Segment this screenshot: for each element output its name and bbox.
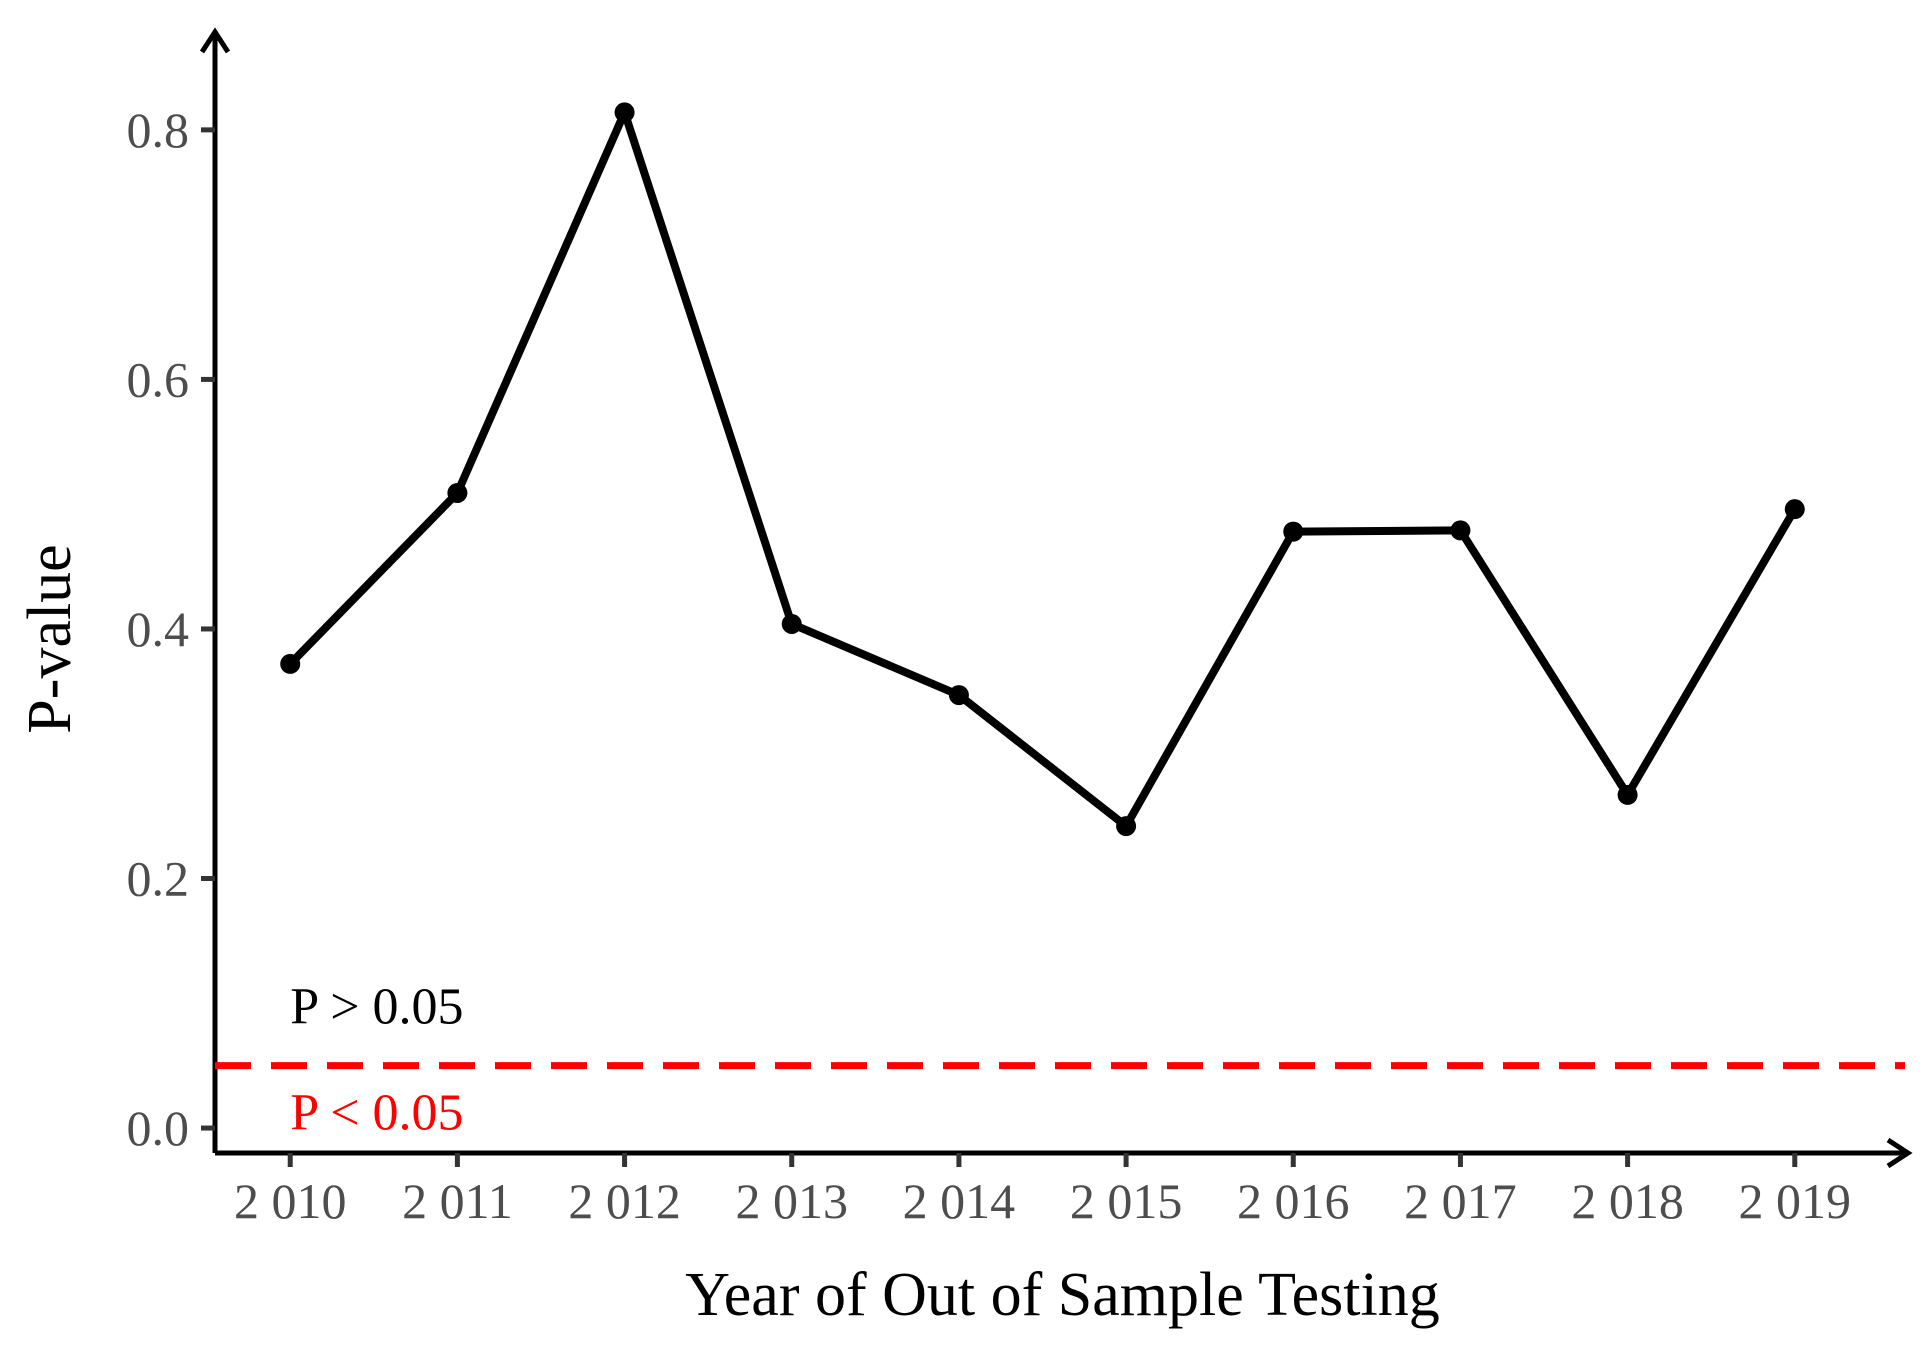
x-tick-label: 2 015 bbox=[1070, 1173, 1183, 1229]
y-tick-label: 0.4 bbox=[127, 601, 190, 657]
y-axis-title: P-value bbox=[16, 544, 84, 733]
data-point bbox=[948, 685, 969, 706]
data-point bbox=[1283, 521, 1304, 542]
y-tick-label: 0.6 bbox=[127, 351, 190, 407]
x-tick-label: 2 011 bbox=[402, 1173, 513, 1229]
x-tick-label: 2 010 bbox=[234, 1173, 347, 1229]
data-point bbox=[1784, 499, 1805, 520]
axes: 0.0 0.2 0.4 0.6 0.8 2 010 2 011 2 012 2 013 2 014… bbox=[127, 27, 1913, 1229]
x-tick-label: 2 014 bbox=[903, 1173, 1016, 1229]
x-tick-label: 2 017 bbox=[1404, 1173, 1517, 1229]
data-point bbox=[1450, 520, 1471, 541]
x-tick-label: 2 013 bbox=[735, 1173, 848, 1229]
data-point bbox=[614, 102, 635, 123]
y-tick-label: 0.8 bbox=[127, 102, 190, 158]
x-tick-label: 2 018 bbox=[1571, 1173, 1684, 1229]
annotation-label: P > 0.05 bbox=[290, 979, 463, 1036]
annotations: P > 0.05 P < 0.05 bbox=[290, 979, 463, 1142]
x-axis-arrow bbox=[1886, 1137, 1913, 1169]
data-point bbox=[781, 613, 802, 634]
y-axis-arrow bbox=[199, 27, 231, 54]
series-group bbox=[280, 102, 1805, 837]
series-line bbox=[287, 108, 1799, 831]
data-point bbox=[447, 482, 468, 503]
data-point bbox=[1617, 784, 1638, 805]
x-tick-label: 2 012 bbox=[568, 1173, 681, 1229]
annotation-label: P < 0.05 bbox=[290, 1085, 463, 1142]
x-tick-label: 2 016 bbox=[1237, 1173, 1350, 1229]
x-tick-label: 2 019 bbox=[1739, 1173, 1852, 1229]
x-axis-title: Year of Out of Sample Testing bbox=[685, 1261, 1440, 1329]
data-point bbox=[1116, 816, 1137, 837]
data-point bbox=[280, 653, 301, 674]
y-tick-label: 0.0 bbox=[127, 1100, 190, 1156]
y-tick-label: 0.2 bbox=[127, 851, 190, 907]
